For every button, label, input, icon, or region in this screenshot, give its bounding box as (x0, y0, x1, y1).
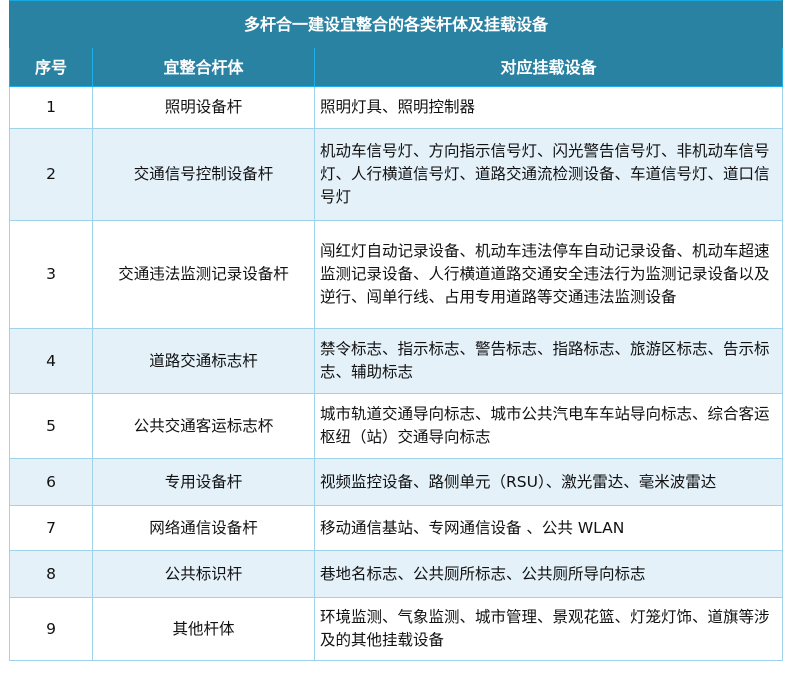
row-number: 2 (9, 128, 93, 221)
row-number: 8 (9, 550, 93, 598)
pole-type: 公共交通客运标志杯 (92, 393, 315, 459)
table-row: 3 交通违法监测记录设备杆 闯红灯自动记录设备、机动车违法停车自动记录设备、机动车超… (9, 220, 784, 329)
row-number: 3 (9, 220, 93, 329)
row-number: 9 (9, 597, 93, 661)
pole-type: 交通违法监测记录设备杆 (92, 220, 315, 329)
mounted-devices: 移动通信基站、专网通信设备 、公共 WLAN (313, 505, 784, 551)
pole-type: 其他杆体 (92, 597, 315, 661)
table-row: 9 其他杆体 环境监测、气象监测、城市管理、景观花篮、灯笼灯饰、道旗等涉及的其他挂载… (9, 597, 784, 661)
mounted-devices: 环境监测、气象监测、城市管理、景观花篮、灯笼灯饰、道旗等涉及的其他挂载设备 (313, 597, 784, 661)
column-header-devices: 对应挂载设备 (313, 47, 784, 87)
row-number: 6 (9, 458, 93, 506)
row-number: 5 (9, 393, 93, 459)
pole-type: 公共标识杆 (92, 550, 315, 598)
pole-type: 道路交通标志杆 (92, 328, 315, 394)
table-title: 多杆合一建设宜整合的各类杆体及挂载设备 (8, 0, 784, 48)
row-number: 4 (9, 328, 93, 394)
table-row: 6 专用设备杆 视频监控设备、路侧单元（RSU）、激光雷达、毫米波雷达 (9, 458, 784, 506)
mounted-devices: 巷地名标志、公共厕所标志、公共厕所导向标志 (313, 550, 784, 598)
table-row: 5 公共交通客运标志杯 城市轨道交通导向标志、城市公共汽电车车站导向标志、综合客运枢… (9, 393, 784, 459)
table-row: 7 网络通信设备杆 移动通信基站、专网通信设备 、公共 WLAN (9, 505, 784, 551)
table-row: 4 道路交通标志杆 禁令标志、指示标志、警告标志、指路标志、旅游区标志、告示标志、辅… (9, 328, 784, 394)
pole-type: 交通信号控制设备杆 (92, 128, 315, 221)
row-number: 1 (9, 86, 93, 129)
pole-equipment-table: 多杆合一建设宜整合的各类杆体及挂载设备 序号 宜整合杆体 对应挂载设备 1 照明设… (8, 0, 784, 661)
mounted-devices: 禁令标志、指示标志、警告标志、指路标志、旅游区标志、告示标志、辅助标志 (313, 328, 784, 394)
mounted-devices: 城市轨道交通导向标志、城市公共汽电车车站导向标志、综合客运枢纽（站）交通导向标志 (313, 393, 784, 459)
mounted-devices: 照明灯具、照明控制器 (313, 86, 784, 129)
table-row: 8 公共标识杆 巷地名标志、公共厕所标志、公共厕所导向标志 (9, 550, 784, 598)
pole-type: 网络通信设备杆 (92, 505, 315, 551)
mounted-devices: 闯红灯自动记录设备、机动车违法停车自动记录设备、机动车超速监测记录设备、人行横道… (313, 220, 784, 329)
row-number: 7 (9, 505, 93, 551)
mounted-devices: 视频监控设备、路侧单元（RSU）、激光雷达、毫米波雷达 (313, 458, 784, 506)
pole-type: 专用设备杆 (92, 458, 315, 506)
table-row: 2 交通信号控制设备杆 机动车信号灯、方向指示信号灯、闪光警告信号灯、非机动车信号灯… (9, 128, 784, 221)
column-header-no: 序号 (9, 47, 93, 87)
mounted-devices: 机动车信号灯、方向指示信号灯、闪光警告信号灯、非机动车信号灯、人行横道信号灯、道… (313, 128, 784, 221)
column-header-pole: 宜整合杆体 (92, 47, 315, 87)
table-row: 1 照明设备杆 照明灯具、照明控制器 (9, 86, 784, 129)
pole-type: 照明设备杆 (92, 86, 315, 129)
